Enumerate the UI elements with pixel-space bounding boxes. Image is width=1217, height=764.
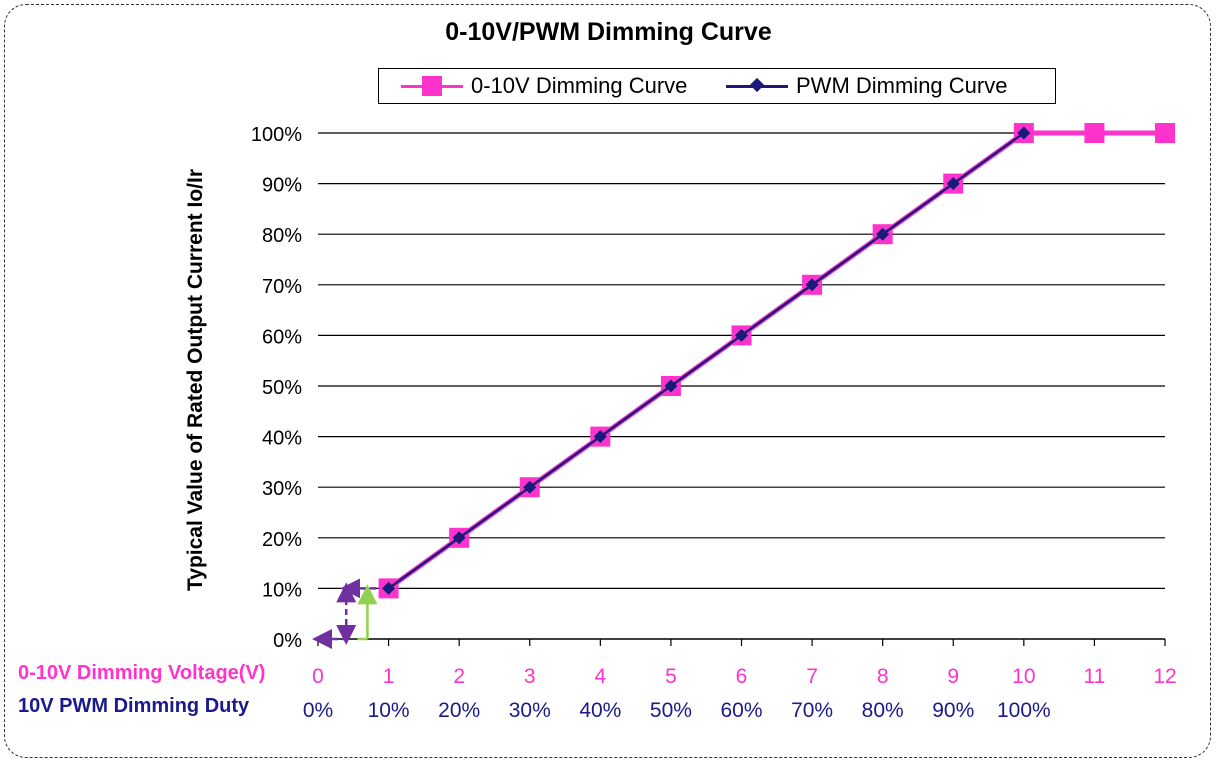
legend-label-pwm: PWM Dimming Curve	[796, 72, 1008, 98]
x-tick-label: 100%	[997, 699, 1051, 722]
x-tick-label: 1	[383, 665, 395, 688]
y-tick-label: 100%	[251, 124, 302, 146]
legend-swatch-square-icon	[401, 69, 463, 102]
data-point-diamond	[593, 430, 607, 444]
x-tick-label: 50%	[650, 699, 692, 722]
legend-label-0-10v: 0-10V Dimming Curve	[471, 72, 688, 98]
data-point-diamond	[735, 328, 748, 342]
x-tick-label: 10%	[368, 699, 410, 722]
series-line	[387, 130, 1165, 591]
data-point-square	[1084, 123, 1105, 143]
x-tick-label: 60%	[720, 699, 762, 722]
y-tick-label: 40%	[262, 428, 302, 450]
y-tick-label: 70%	[262, 276, 302, 298]
data-point-diamond	[382, 581, 396, 595]
x-tick-label: 20%	[438, 699, 480, 722]
x-tick-label: 6	[736, 665, 748, 688]
x-tick-label: 2	[453, 665, 465, 688]
x-tick-label: 8	[877, 665, 889, 688]
x-tick-label: 3	[524, 665, 536, 688]
data-point-diamond	[664, 379, 678, 393]
legend-swatch-diamond-icon	[726, 69, 788, 102]
chart-frame	[4, 4, 1211, 758]
x-tick-label: 4	[594, 665, 606, 688]
x-tick-label: 90%	[932, 699, 974, 722]
data-point-diamond	[876, 227, 890, 241]
y-tick-label: 50%	[262, 377, 302, 399]
data-point-diamond	[1017, 126, 1031, 140]
legend-entry-0-10v: 0-10V Dimming Curve	[401, 69, 687, 102]
x-tick-label: 10	[1012, 665, 1035, 688]
y-tick-label: 90%	[262, 175, 302, 197]
data-point-square	[1155, 123, 1175, 143]
x-tick-label: 5	[665, 665, 677, 688]
data-point-diamond	[805, 278, 819, 292]
x-tick-label: 30%	[509, 699, 551, 722]
x-tick-label: 80%	[862, 699, 904, 722]
legend: 0-10V Dimming Curve PWM Dimming Curve	[378, 68, 1056, 104]
chart-title: 0-10V/PWM Dimming Curve	[445, 18, 772, 46]
x-row-label-voltage: 0-10V Dimming Voltage(V)	[18, 662, 266, 684]
x-tick-label: 9	[947, 665, 959, 688]
x-tick-label: 0%	[303, 699, 333, 722]
x-tick-label: 12	[1153, 665, 1176, 688]
x-tick-label: 0	[312, 665, 324, 688]
data-point-diamond	[452, 531, 466, 545]
x-tick-label: 7	[806, 665, 818, 688]
y-tick-label: 60%	[262, 326, 302, 348]
y-tick-label: 80%	[262, 225, 302, 247]
data-point-diamond	[523, 480, 537, 494]
x-tick-label: 11	[1084, 665, 1106, 688]
x-tick-label: 40%	[579, 699, 621, 722]
data-point-diamond	[946, 177, 960, 191]
series-line	[387, 131, 1025, 590]
y-tick-label: 30%	[262, 478, 302, 500]
x-tick-label: 70%	[791, 699, 833, 722]
y-tick-label: 10%	[262, 579, 302, 601]
x-row-label-duty: 10V PWM Dimming Duty	[18, 695, 250, 717]
y-tick-label: 20%	[262, 529, 302, 551]
y-tick-label: 0%	[273, 630, 302, 652]
legend-entry-pwm: PWM Dimming Curve	[726, 69, 1007, 102]
